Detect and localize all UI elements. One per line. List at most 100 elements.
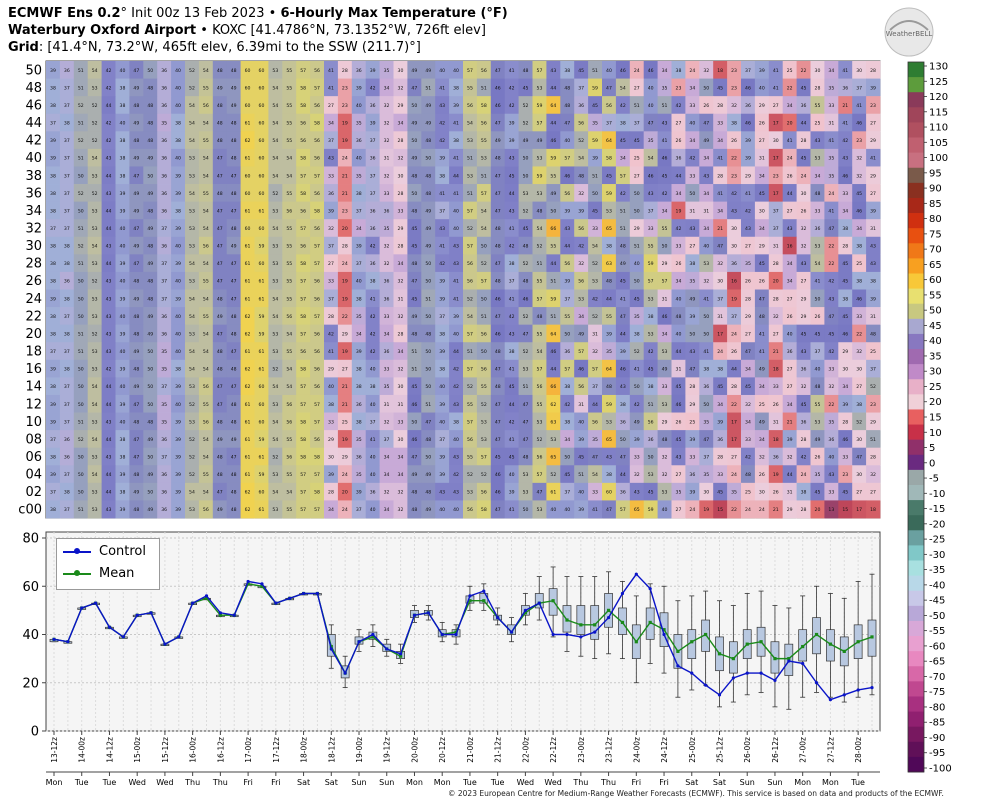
heatmap-cell-value: 37 xyxy=(64,402,70,408)
heatmap-cell-value: 29 xyxy=(801,314,807,320)
heatmap-cell-value: 36 xyxy=(578,103,584,109)
heatmap-cell-value: 56 xyxy=(606,103,612,109)
heatmap-cell-value: 60 xyxy=(245,226,251,232)
heatmap-cell xyxy=(796,412,811,431)
heatmap-cell-value: 38 xyxy=(842,226,848,232)
heatmap-cell xyxy=(379,96,394,115)
heatmap-cell-value: 33 xyxy=(592,226,598,232)
heatmap-cell xyxy=(810,96,825,115)
heatmap-cell-value: 37 xyxy=(564,490,570,496)
heatmap-cell xyxy=(282,324,297,343)
heatmap-cell-value: 52 xyxy=(481,402,487,408)
heatmap-cell-value: 51 xyxy=(425,402,431,408)
heatmap-cell xyxy=(254,307,269,326)
x-tick-label: 17-12z xyxy=(272,737,281,763)
heatmap-cell xyxy=(518,482,533,501)
day-label: Thu xyxy=(212,778,228,787)
heatmap-cell xyxy=(518,465,533,484)
heatmap-cell-value: 28 xyxy=(328,490,334,496)
heatmap-cell xyxy=(671,430,686,449)
heatmap-cell-value: 36 xyxy=(828,437,834,443)
heatmap-cell-value: 56 xyxy=(314,279,320,285)
heatmap-cell-value: 47 xyxy=(495,437,501,443)
heatmap-cell xyxy=(435,96,450,115)
heatmap-cell xyxy=(421,61,436,79)
heatmap-cell-value: 37 xyxy=(717,296,723,302)
heatmap-cell xyxy=(838,342,853,361)
heatmap-cell-value: 54 xyxy=(272,419,278,425)
day-label: Thu xyxy=(184,778,200,787)
control-point xyxy=(496,616,500,620)
heatmap-cell xyxy=(59,359,75,378)
heatmap-cell-value: 50 xyxy=(78,454,84,460)
heatmap-cell xyxy=(46,342,61,361)
heatmap-cell-value: 38 xyxy=(64,331,70,337)
heatmap-cell xyxy=(421,78,436,97)
heatmap-cell xyxy=(435,412,450,431)
heatmap-cell-value: 48 xyxy=(217,472,223,478)
heatmap-cell xyxy=(393,412,408,431)
heatmap-cell xyxy=(129,78,144,97)
heatmap-cell-value: 32 xyxy=(856,156,862,162)
heatmap-cell-value: 56 xyxy=(467,279,473,285)
heatmap-cell-value: 37 xyxy=(439,437,445,443)
heatmap-cell xyxy=(532,78,547,97)
heatmap-cell-value: 53 xyxy=(189,507,195,513)
heatmap-cell-value: 41 xyxy=(509,68,515,74)
heatmap-cell-value: 54 xyxy=(286,384,292,390)
heatmap-cell xyxy=(379,430,394,449)
heatmap-cell-value: 56 xyxy=(286,454,292,460)
heatmap-cell xyxy=(101,377,116,396)
heatmap-cell xyxy=(254,254,269,273)
heatmap-cell xyxy=(212,412,228,431)
heatmap-cell xyxy=(171,465,186,484)
heatmap-cell xyxy=(365,394,380,413)
heatmap-cell xyxy=(240,500,255,519)
heatmap-cell xyxy=(282,307,297,326)
heatmap-cell-value: 37 xyxy=(439,314,445,320)
heatmap-cell xyxy=(588,289,603,308)
heatmap-cell xyxy=(143,412,158,431)
colorbar-segment xyxy=(908,92,924,108)
heatmap-cell xyxy=(337,236,353,255)
heatmap-cell-value: 45 xyxy=(676,437,682,443)
heatmap-cell xyxy=(588,148,603,167)
heatmap-cell xyxy=(449,342,464,361)
heatmap-cell xyxy=(143,219,158,238)
heatmap-cell-value: 42 xyxy=(578,244,584,250)
heatmap-cell xyxy=(782,236,797,255)
heatmap-cell xyxy=(351,148,367,167)
heatmap-cell-value: 41 xyxy=(773,85,779,91)
heatmap-cell xyxy=(157,307,172,326)
legend-mean-dot xyxy=(74,570,80,576)
heatmap-cell-value: 54 xyxy=(189,314,195,320)
colorbar-segment xyxy=(908,349,924,365)
heatmap-cell xyxy=(574,254,589,273)
heatmap-cell xyxy=(435,394,450,413)
heatmap-cell xyxy=(824,377,839,396)
heatmap-cell xyxy=(796,113,811,132)
heatmap-cell xyxy=(615,465,631,484)
heatmap-cell-value: 50 xyxy=(425,367,431,373)
heatmap-cell xyxy=(268,166,283,185)
heatmap-cell xyxy=(421,184,436,203)
heatmap-cell-value: 27 xyxy=(676,507,682,513)
heatmap-cell-value: 32 xyxy=(870,472,876,478)
legend-control-label: Control xyxy=(99,544,146,559)
heatmap-cell xyxy=(226,148,241,167)
heatmap-cell xyxy=(171,412,186,431)
heatmap-cell-value: 56 xyxy=(314,226,320,232)
heatmap-cell-value: 45 xyxy=(828,331,834,337)
heatmap-cell-value: 46 xyxy=(856,121,862,127)
heatmap-cell xyxy=(421,342,436,361)
heatmap-cell xyxy=(310,394,325,413)
heatmap-cell-value: 26 xyxy=(745,279,751,285)
heatmap-cell-value: 55 xyxy=(286,226,292,232)
heatmap-cell xyxy=(699,307,714,326)
grid-label: Grid xyxy=(8,40,39,55)
heatmap-cell-value: 46 xyxy=(745,121,751,127)
heatmap-cell-value: 36 xyxy=(161,437,167,443)
heatmap-cell xyxy=(324,236,339,255)
heatmap-cell xyxy=(379,78,394,97)
heatmap-cell xyxy=(657,342,672,361)
